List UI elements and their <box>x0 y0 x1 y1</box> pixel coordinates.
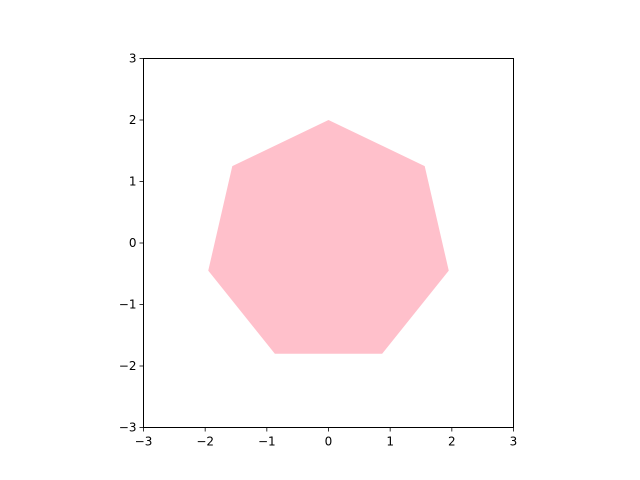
x-tick-label: −1 <box>258 435 276 449</box>
x-tick-label: 3 <box>510 435 518 449</box>
x-tick-label: 1 <box>386 435 394 449</box>
x-tick-label: 0 <box>325 435 333 449</box>
y-tick-label: −2 <box>119 359 137 373</box>
x-tick-label: −2 <box>196 435 214 449</box>
x-tick-label: −3 <box>135 435 153 449</box>
plot-area <box>208 120 449 354</box>
y-tick-label: −1 <box>119 298 137 312</box>
y-tick-label: 2 <box>129 113 137 127</box>
heptagon-shape <box>208 120 449 354</box>
y-tick-label: 0 <box>129 236 137 250</box>
y-tick-label: 3 <box>129 52 137 66</box>
x-axis: −3 −2 −1 0 1 2 3 <box>135 427 518 449</box>
y-tick-label: 1 <box>129 175 137 189</box>
y-axis: −3 −2 −1 0 1 2 3 <box>119 52 144 435</box>
y-tick-label: −3 <box>119 421 137 435</box>
x-tick-label: 2 <box>448 435 456 449</box>
